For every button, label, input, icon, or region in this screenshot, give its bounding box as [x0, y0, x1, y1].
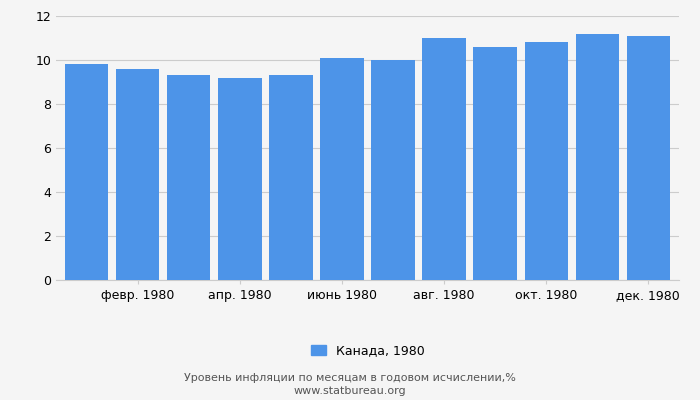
- Bar: [371, 60, 414, 280]
- Bar: [626, 36, 670, 280]
- Text: www.statbureau.org: www.statbureau.org: [294, 386, 406, 396]
- Bar: [321, 58, 364, 280]
- Bar: [524, 42, 568, 280]
- Bar: [575, 34, 619, 280]
- Legend: Канада, 1980: Канада, 1980: [306, 339, 429, 362]
- Bar: [422, 38, 466, 280]
- Bar: [473, 47, 517, 280]
- Bar: [218, 78, 262, 280]
- Bar: [270, 75, 313, 280]
- Bar: [65, 64, 108, 280]
- Bar: [167, 75, 211, 280]
- Text: Уровень инфляции по месяцам в годовом исчислении,%: Уровень инфляции по месяцам в годовом ис…: [184, 373, 516, 383]
- Bar: [116, 69, 160, 280]
